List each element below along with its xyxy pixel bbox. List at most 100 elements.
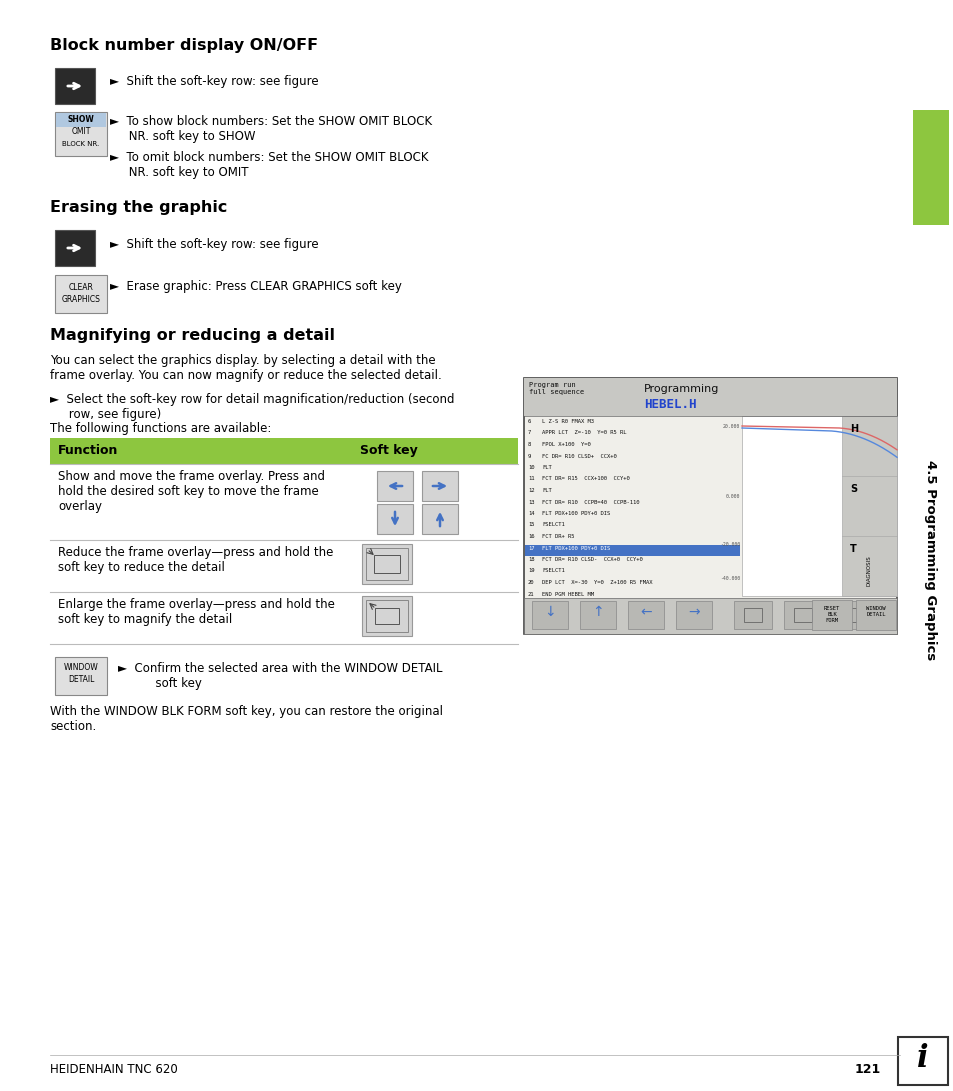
Text: 12: 12: [527, 488, 534, 493]
Text: 121: 121: [854, 1063, 881, 1076]
Bar: [909, 0, 953, 1091]
Text: HEIDENHAIN TNC 620: HEIDENHAIN TNC 620: [50, 1063, 177, 1076]
Bar: [50, 437, 517, 464]
Text: S: S: [849, 484, 856, 494]
Bar: [855, 600, 895, 630]
Text: Block number display ON/OFF: Block number display ON/OFF: [50, 38, 317, 53]
Text: -20.000: -20.000: [720, 541, 740, 547]
Bar: [841, 416, 896, 596]
Text: Enlarge the frame overlay—press and hold the
soft key to magnify the detail: Enlarge the frame overlay—press and hold…: [58, 598, 335, 626]
Text: L Z-S R0 FMAX M3: L Z-S R0 FMAX M3: [541, 419, 594, 424]
Text: 19: 19: [527, 568, 534, 574]
Text: Function: Function: [58, 444, 118, 457]
Text: FPOL X+100  Y=0: FPOL X+100 Y=0: [541, 442, 590, 447]
Text: 15: 15: [527, 523, 534, 528]
Text: APPR LCT  Z=-10  Y=0 R5 RL: APPR LCT Z=-10 Y=0 R5 RL: [541, 431, 626, 435]
Text: FCT DR+ R5: FCT DR+ R5: [541, 533, 574, 539]
Text: ←: ←: [639, 606, 651, 619]
Text: ↑: ↑: [592, 606, 603, 619]
Text: FSELCT1: FSELCT1: [541, 568, 564, 574]
Bar: [523, 377, 896, 634]
Text: Show and move the frame overlay. Press and
hold the desired soft key to move the: Show and move the frame overlay. Press a…: [58, 470, 325, 513]
Text: ►  Select the soft-key row for detail magnification/reduction (second
     row, : ► Select the soft-key row for detail mag…: [50, 393, 454, 421]
Text: 16: 16: [527, 533, 534, 539]
Text: WINDOW: WINDOW: [64, 663, 98, 672]
Text: 17: 17: [527, 546, 534, 551]
Text: DETAIL: DETAIL: [68, 675, 94, 684]
Text: 4.5 Programming Graphics: 4.5 Programming Graphics: [923, 460, 937, 660]
Text: With the WINDOW BLK FORM soft key, you can restore the original
section.: With the WINDOW BLK FORM soft key, you c…: [50, 705, 442, 733]
Text: SHOW: SHOW: [68, 115, 94, 123]
Text: FLT: FLT: [541, 488, 551, 493]
Bar: [421, 471, 457, 501]
Text: 21: 21: [527, 591, 534, 597]
Text: FCT DR= R10 CLSD-  CCX+0  CCY+0: FCT DR= R10 CLSD- CCX+0 CCY+0: [541, 558, 642, 562]
Text: Magnifying or reducing a detail: Magnifying or reducing a detail: [50, 328, 335, 343]
Text: DEP LCT  X=-30  Y=0  Z+100 R5 FMAX: DEP LCT X=-30 Y=0 Z+100 R5 FMAX: [541, 580, 652, 585]
Text: BLOCK NR.: BLOCK NR.: [62, 141, 99, 147]
Bar: [523, 377, 896, 416]
Bar: [897, 1038, 947, 1086]
Text: The following functions are available:: The following functions are available:: [50, 422, 271, 435]
Bar: [733, 601, 771, 630]
Bar: [55, 68, 95, 104]
Bar: [833, 601, 871, 630]
Text: ►  Erase graphic: Press CLEAR GRAPHICS soft key: ► Erase graphic: Press CLEAR GRAPHICS so…: [110, 280, 401, 293]
Text: 7: 7: [527, 431, 531, 435]
Bar: [524, 544, 740, 556]
Bar: [579, 601, 616, 630]
Bar: [375, 608, 398, 624]
Text: OMIT: OMIT: [71, 128, 91, 136]
Text: ►  To show block numbers: Set the SHOW OMIT BLOCK
     NR. soft key to SHOW: ► To show block numbers: Set the SHOW OM…: [110, 115, 432, 143]
Text: HEBEL.H: HEBEL.H: [643, 398, 696, 411]
Text: ►  Confirm the selected area with the WINDOW DETAIL
          soft key: ► Confirm the selected area with the WIN…: [118, 662, 442, 690]
Text: DIAGNOSIS: DIAGNOSIS: [865, 555, 871, 586]
Text: Programming: Programming: [643, 384, 719, 394]
Text: 20: 20: [527, 580, 534, 585]
Text: Soft key: Soft key: [359, 444, 417, 457]
Bar: [783, 601, 821, 630]
Text: T: T: [849, 544, 856, 554]
Text: 8: 8: [527, 442, 531, 447]
Bar: [374, 555, 399, 573]
Bar: [55, 275, 107, 313]
Text: 10: 10: [527, 465, 534, 470]
Bar: [361, 544, 412, 584]
Text: Program run
full sequence: Program run full sequence: [529, 382, 583, 395]
Text: -40.000: -40.000: [720, 575, 740, 580]
Bar: [676, 601, 711, 630]
Bar: [523, 598, 896, 634]
Text: FCT DR= R15  CCX+100  CCY+0: FCT DR= R15 CCX+100 CCY+0: [541, 477, 629, 481]
Text: H: H: [849, 424, 858, 434]
Text: RESET
BLK
FORM: RESET BLK FORM: [823, 606, 840, 623]
Bar: [532, 601, 567, 630]
Bar: [55, 112, 107, 156]
Text: You can select the graphics display. by selecting a detail with the
frame overla: You can select the graphics display. by …: [50, 353, 441, 382]
Bar: [811, 600, 851, 630]
Text: i: i: [916, 1043, 928, 1074]
Text: END PGM HEBEL MM: END PGM HEBEL MM: [541, 591, 594, 597]
Bar: [421, 504, 457, 533]
Text: 9: 9: [527, 454, 531, 458]
Text: FC DR= R10 CLSD+  CCX+0: FC DR= R10 CLSD+ CCX+0: [541, 454, 616, 458]
Bar: [376, 504, 413, 533]
Text: 11: 11: [527, 477, 534, 481]
Text: CLEAR: CLEAR: [69, 283, 93, 291]
Text: WINDOW
DETAIL: WINDOW DETAIL: [865, 606, 884, 616]
Text: GRAPHICS: GRAPHICS: [62, 295, 100, 303]
Bar: [376, 471, 413, 501]
Text: Reduce the frame overlay—press and hold the
soft key to reduce the detail: Reduce the frame overlay—press and hold …: [58, 546, 333, 574]
Text: →: →: [687, 606, 700, 619]
Bar: [361, 596, 412, 636]
Bar: [366, 600, 408, 632]
Text: ↓: ↓: [543, 606, 556, 619]
Bar: [627, 601, 663, 630]
Text: ►  To omit block numbers: Set the SHOW OMIT BLOCK
     NR. soft key to OMIT: ► To omit block numbers: Set the SHOW OM…: [110, 151, 428, 179]
Text: ►  Shift the soft-key row: see figure: ► Shift the soft-key row: see figure: [110, 75, 318, 88]
Text: 13: 13: [527, 500, 534, 504]
Bar: [741, 416, 896, 596]
Text: 14: 14: [527, 511, 534, 516]
Text: 0.000: 0.000: [725, 493, 740, 499]
Bar: [843, 608, 862, 622]
Bar: [55, 230, 95, 266]
